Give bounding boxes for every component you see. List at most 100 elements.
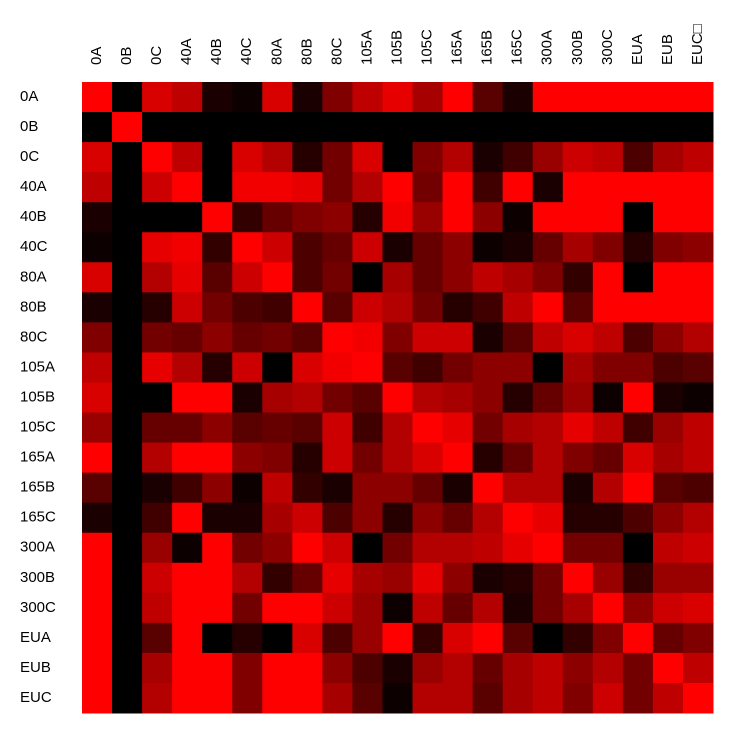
heatmap-cell bbox=[352, 622, 383, 654]
heatmap-cell bbox=[142, 442, 173, 474]
column-label: 300C bbox=[599, 29, 616, 65]
row-label: 40B bbox=[20, 208, 47, 225]
heatmap-cell bbox=[502, 442, 534, 474]
heatmap-cell bbox=[112, 592, 143, 624]
heatmap-cell bbox=[232, 442, 263, 474]
heatmap-cell bbox=[532, 82, 564, 113]
heatmap-cell bbox=[562, 142, 594, 173]
column-label: 40C bbox=[238, 37, 255, 65]
heatmap-cell bbox=[82, 592, 113, 624]
heatmap-cell bbox=[172, 172, 203, 203]
heatmap-cell bbox=[502, 292, 534, 323]
heatmap-cell bbox=[562, 352, 594, 383]
column-label: 105C bbox=[419, 29, 436, 65]
column-label: 165C bbox=[509, 29, 526, 65]
heatmap-cell bbox=[292, 352, 323, 383]
heatmap-cell bbox=[472, 82, 504, 113]
heatmap-cell bbox=[532, 682, 564, 714]
heatmap-cell bbox=[292, 142, 323, 173]
heatmap-cell bbox=[592, 352, 624, 383]
heatmap-cell bbox=[652, 382, 684, 414]
heatmap-cell bbox=[532, 352, 564, 383]
heatmap-cell bbox=[112, 322, 143, 353]
column-label: 165A bbox=[449, 30, 466, 65]
column-label: EUB bbox=[659, 34, 676, 65]
heatmap-cell bbox=[82, 412, 113, 444]
heatmap-cell bbox=[382, 322, 414, 353]
heatmap-cell bbox=[412, 202, 444, 233]
heatmap-cell bbox=[142, 382, 173, 414]
heatmap-cell bbox=[142, 172, 173, 203]
heatmap-cell bbox=[352, 412, 383, 444]
heatmap-cell bbox=[532, 442, 564, 474]
heatmap-cell bbox=[232, 202, 263, 233]
heatmap-cell bbox=[622, 172, 654, 203]
column-label: 80B bbox=[298, 38, 315, 65]
heatmap-cell bbox=[172, 622, 203, 654]
heatmap-cell bbox=[532, 322, 564, 353]
heatmap-cell bbox=[682, 532, 714, 564]
heatmap-cell bbox=[412, 172, 444, 203]
row-label: 300B bbox=[20, 569, 55, 586]
heatmap-cell bbox=[562, 412, 594, 444]
heatmap-cell bbox=[322, 262, 353, 293]
heatmap-cell bbox=[592, 112, 624, 143]
heatmap-cell bbox=[172, 412, 203, 444]
heatmap-cell bbox=[562, 502, 594, 534]
heatmap-cell bbox=[502, 352, 534, 383]
heatmap-cell bbox=[352, 652, 383, 684]
heatmap-cell bbox=[622, 502, 654, 534]
heatmap-cell bbox=[622, 592, 654, 624]
heatmap-cell bbox=[262, 172, 293, 203]
heatmap-cell bbox=[232, 232, 263, 263]
heatmap-cell bbox=[322, 412, 353, 444]
heatmap-cell bbox=[472, 562, 504, 594]
heatmap-cell bbox=[292, 592, 323, 624]
heatmap-cell bbox=[82, 382, 113, 414]
row-label: 165A bbox=[20, 449, 55, 466]
row-label: 105C bbox=[20, 419, 56, 436]
heatmap-cell bbox=[232, 262, 263, 293]
heatmap-cell bbox=[592, 262, 624, 293]
heatmap-cell bbox=[232, 352, 263, 383]
heatmap-cell bbox=[112, 502, 143, 534]
heatmap-cell bbox=[622, 652, 654, 684]
heatmap-cell bbox=[112, 442, 143, 474]
heatmap-cell bbox=[112, 562, 143, 594]
heatmap-cell bbox=[82, 502, 113, 534]
heatmap-cell bbox=[142, 292, 173, 323]
heatmap-cell bbox=[502, 172, 534, 203]
heatmap-cell bbox=[352, 262, 383, 293]
heatmap-cell bbox=[442, 472, 474, 504]
heatmap-cell bbox=[292, 562, 323, 594]
heatmap-cell bbox=[412, 82, 444, 113]
heatmap-cell bbox=[352, 382, 383, 414]
heatmap-cell bbox=[442, 172, 474, 203]
heatmap-cell bbox=[172, 592, 203, 624]
heatmap-cell bbox=[352, 472, 383, 504]
heatmap-cell bbox=[142, 232, 173, 263]
heatmap-cell bbox=[322, 532, 353, 564]
heatmap-cell bbox=[142, 142, 173, 173]
heatmap-cell bbox=[352, 82, 383, 113]
heatmap-cell bbox=[382, 652, 414, 684]
heatmap-cell bbox=[412, 232, 444, 263]
heatmap-cell bbox=[472, 622, 504, 654]
heatmap-cell bbox=[472, 322, 504, 353]
heatmap-cell bbox=[622, 262, 654, 293]
heatmap-cell bbox=[262, 352, 293, 383]
heatmap-cell bbox=[172, 382, 203, 414]
heatmap-cell bbox=[202, 382, 233, 414]
heatmap-cell bbox=[592, 442, 624, 474]
heatmap-cell bbox=[412, 262, 444, 293]
heatmap-cell bbox=[142, 112, 173, 143]
heatmap-cell bbox=[382, 352, 414, 383]
heatmap-cell bbox=[622, 142, 654, 173]
heatmap-cell bbox=[562, 202, 594, 233]
heatmap-cell bbox=[292, 442, 323, 474]
heatmap-cell bbox=[562, 82, 594, 113]
heatmap-cell bbox=[442, 232, 474, 263]
heatmap-cell bbox=[292, 112, 323, 143]
heatmap-cell bbox=[532, 262, 564, 293]
heatmap-cell bbox=[652, 172, 684, 203]
